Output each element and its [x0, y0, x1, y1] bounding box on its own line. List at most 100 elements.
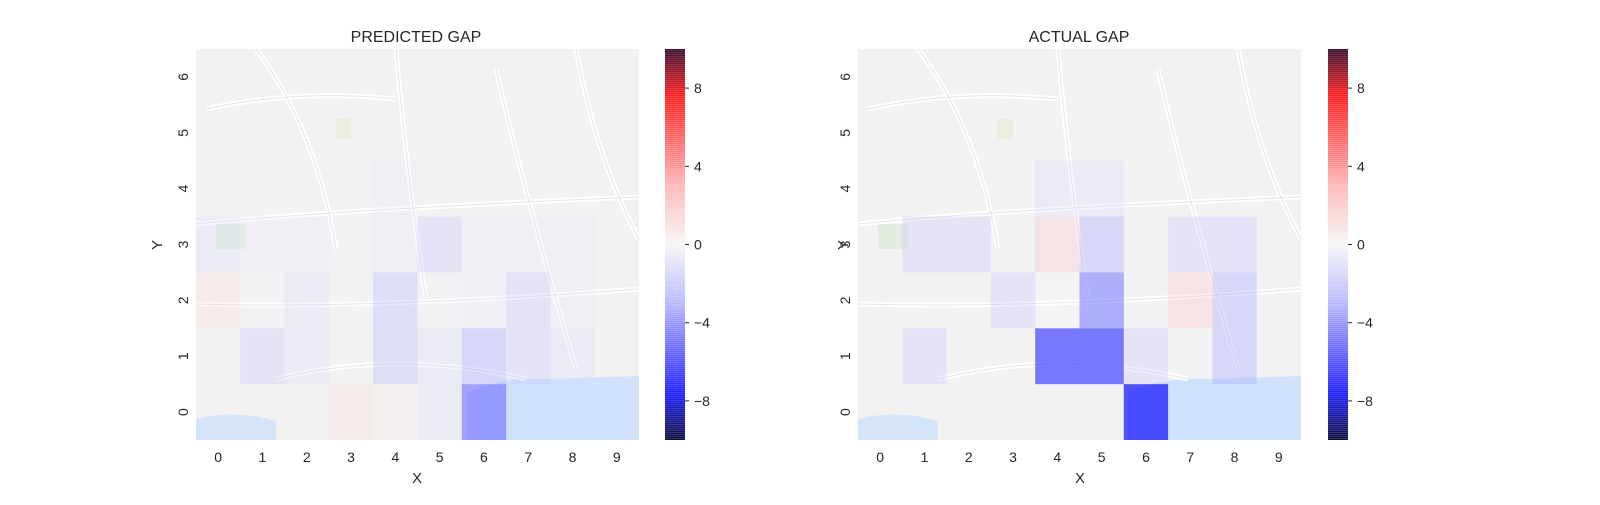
y-tick-label: 5 [837, 129, 853, 137]
map-road-edge [857, 288, 1302, 306]
heatmap-cell [1212, 328, 1257, 385]
colorbar-tick-labels: 8 4 0 −4 −8 [1348, 80, 1373, 409]
x-tick-label: 8 [569, 449, 577, 465]
heatmap-cell [417, 328, 462, 385]
chart-title: ACTUAL GAP [1029, 29, 1130, 46]
heatmap-cell [240, 272, 285, 329]
y-tick-label: 1 [837, 352, 853, 360]
map-park [216, 224, 246, 249]
map-background [195, 47, 642, 440]
map-road-edge [867, 95, 1059, 110]
colorbar-tick-label: 4 [1357, 158, 1365, 174]
x-tick-label: 4 [392, 449, 400, 465]
colorbar-tick-label: −4 [1357, 315, 1373, 331]
heatmap-cell [1168, 216, 1213, 273]
heatmap-cell [506, 216, 551, 273]
heatmap-cells [196, 160, 595, 440]
heatmap-cell [240, 328, 285, 385]
map-park [336, 119, 351, 139]
x-tick-label: 9 [613, 449, 621, 465]
colorbar-stripes [665, 49, 685, 440]
heatmap-cell [1035, 328, 1080, 385]
colorbar-stripes [1328, 49, 1348, 440]
heatmap-cell [550, 216, 595, 273]
y-tick-label: 4 [175, 184, 191, 192]
x-tick-label: 6 [1142, 449, 1150, 465]
y-axis-label: Y [149, 240, 166, 250]
heatmap-cell [373, 328, 418, 385]
x-tick-label: 0 [214, 449, 222, 465]
map-road-edge [495, 68, 577, 370]
heatmap-cell [373, 160, 418, 217]
y-tick-label: 5 [175, 129, 191, 137]
map-road-edge [857, 196, 1302, 225]
heatmap-cell [328, 272, 374, 329]
heatmap-cell [1035, 160, 1080, 217]
colorbar-tick-label: −8 [694, 393, 710, 409]
heatmap-cell [990, 272, 1036, 329]
map-river [196, 414, 276, 440]
x-axis-label: X [412, 470, 422, 487]
y-tick-labels: 0 1 2 3 4 5 6 [175, 73, 191, 416]
map-road-edge [195, 288, 640, 306]
heatmap-cell [506, 272, 551, 329]
heatmap-cell [1123, 384, 1169, 440]
map-road-edge [275, 363, 527, 380]
map-road-edge [917, 48, 999, 250]
colorbar-tick-label: 0 [1357, 237, 1365, 253]
x-tick-label: 5 [1098, 449, 1106, 465]
x-tick-label: 2 [303, 449, 311, 465]
colorbar: 8 4 0 −4 −8 [1328, 49, 1373, 440]
colorbar-tick-label: 0 [694, 237, 702, 253]
x-tick-label: 3 [347, 449, 355, 465]
y-tick-label: 0 [175, 408, 191, 416]
heatmap-cell [461, 384, 507, 440]
heatmap-cell [1212, 216, 1257, 273]
x-tick-label: 7 [524, 449, 532, 465]
x-tick-label: 1 [921, 449, 929, 465]
heatmap-cell [417, 216, 462, 273]
heatmap-cell [373, 216, 418, 273]
x-tick-label: 4 [1053, 449, 1061, 465]
heatmap-cell [550, 328, 595, 385]
map-road-edge [1157, 68, 1239, 370]
colorbar-tick-label: −4 [694, 315, 710, 331]
y-tick-label: 6 [837, 73, 853, 81]
y-tick-labels: 0 1 2 3 4 5 6 [837, 73, 853, 416]
heatmap-cell [284, 216, 329, 273]
colorbar-tick-labels: 8 4 0 −4 −8 [685, 80, 710, 409]
y-tick-label: 3 [175, 240, 191, 248]
panel-actual: ACTUAL GAP 0 1 2 3 4 5 6 7 8 9 0 1 2 3 4 5 6 X Y 8 4 0 −4 −… [835, 29, 1373, 487]
heatmap-cell [328, 216, 374, 273]
heatmap-cell [461, 272, 507, 329]
heatmap-cell [240, 216, 285, 273]
x-tick-label: 7 [1186, 449, 1194, 465]
heatmap-cell [196, 272, 241, 329]
heatmap-cell [550, 272, 595, 329]
heatmap-cell [1035, 216, 1080, 273]
map-river [858, 414, 938, 440]
colorbar: 8 4 0 −4 −8 [665, 49, 710, 440]
map-road-edge [255, 48, 337, 250]
y-tick-label: 3 [837, 240, 853, 248]
x-tick-label: 5 [436, 449, 444, 465]
y-tick-label: 6 [175, 73, 191, 81]
heatmap-cell [902, 328, 947, 385]
x-tick-label: 3 [1009, 449, 1017, 465]
chart-title: PREDICTED GAP [351, 29, 482, 46]
x-tick-label: 1 [259, 449, 267, 465]
y-tick-label: 1 [175, 352, 191, 360]
heatmap-cell [506, 328, 551, 385]
y-tick-label: 2 [175, 296, 191, 304]
heatmap-cells [902, 160, 1257, 440]
x-tick-label: 6 [480, 449, 488, 465]
map-river [466, 376, 639, 440]
y-axis-label: Y [835, 240, 852, 250]
heatmap-cell [1079, 328, 1124, 385]
heatmap-cell [461, 216, 507, 273]
x-tick-label: 8 [1231, 449, 1239, 465]
colorbar-tick-label: 8 [1357, 80, 1365, 96]
heatmap-cell [1123, 328, 1169, 385]
